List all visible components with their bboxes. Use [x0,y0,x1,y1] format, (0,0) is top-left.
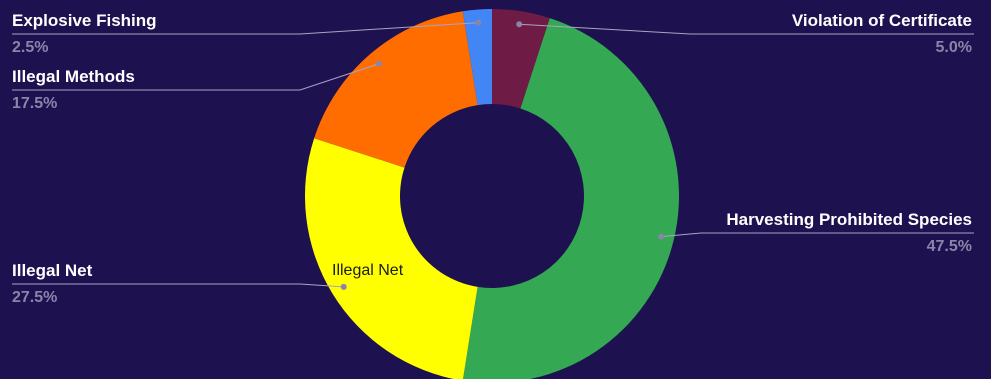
leader-dot-harvesting-prohibited-species [658,233,665,240]
slice-label-explosive-fishing: Explosive Fishing [12,11,157,30]
slice-percent-illegal-methods: 17.5% [12,95,57,112]
leader-dot-violation-of-certificate [516,21,523,28]
leader-dot-explosive-fishing [475,19,482,26]
slice-violation-of-certificate [492,9,550,109]
slice-percent-harvesting-prohibited-species: 47.5% [927,238,972,255]
leader-line-illegal-methods [12,63,380,91]
leader-dot-illegal-methods [376,60,383,67]
slice-label-illegal-net: Illegal Net [12,261,93,280]
slice-harvesting-prohibited-species [463,18,679,379]
slice-label-illegal-methods: Illegal Methods [12,67,135,86]
slice-label-violation-of-certificate: Violation of Certificate [792,11,972,30]
inner-slice-label: Illegal Net [332,262,404,279]
leader-line-harvesting-prohibited-species [661,232,974,238]
leader-dot-illegal-net [340,283,347,290]
donut-slices [305,9,679,379]
slice-label-harvesting-prohibited-species: Harvesting Prohibited Species [726,210,972,229]
slice-illegal-methods [314,11,478,168]
slice-percent-violation-of-certificate: 5.0% [936,39,972,56]
slice-percent-explosive-fishing: 2.5% [12,39,48,56]
slice-illegal-net [305,138,478,379]
leader-line-explosive-fishing [12,22,479,35]
leader-line-violation-of-certificate [519,23,974,35]
slice-explosive-fishing [462,9,492,106]
slice-percent-illegal-net: 27.5% [12,289,57,306]
leader-line-illegal-net [12,283,344,288]
slice-labels: Violation of Certificate 5.0% Harvesting P… [12,11,972,306]
leader-lines [12,19,974,290]
